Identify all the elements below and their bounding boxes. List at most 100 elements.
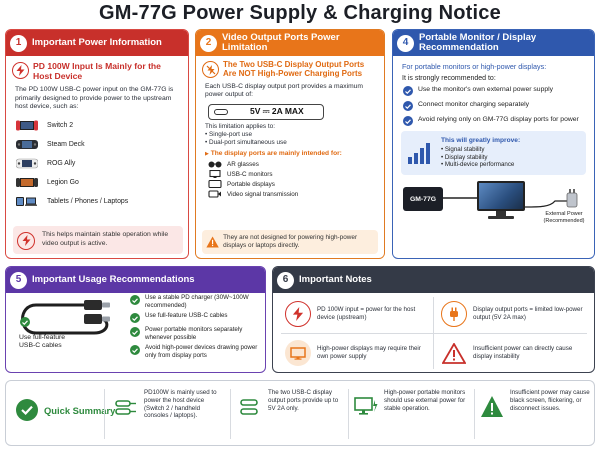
steam-deck-icon: [16, 139, 38, 149]
check-icon: [130, 295, 140, 305]
list-item: • Dual-port simultaneous use: [205, 139, 287, 147]
power-rating-badge: 5V ⎓ 2A MAX: [208, 103, 324, 120]
recommendation-lead: For portable monitors or high-power disp…: [402, 62, 547, 71]
gm77g-device: GM-77G: [403, 187, 443, 211]
warning-icon: [481, 396, 503, 417]
list-item: • Single-port use: [205, 130, 252, 138]
device-label: Tablets / Phones / Laptops: [47, 197, 129, 205]
plug-icon: [441, 301, 467, 327]
summary-title: Quick Summary: [44, 404, 116, 416]
panel-heading: Important Notes: [299, 274, 372, 285]
divider: [230, 389, 231, 439]
list-item: Connect monitor charging separately: [403, 101, 594, 111]
signal-bars-icon: [408, 143, 430, 164]
list-item: Switch 2: [16, 116, 188, 135]
power-alert: PD 100W Input Is Mainly for the Host Dev…: [12, 61, 182, 81]
rog-ally-icon: [16, 158, 38, 169]
note-item: Insufficient power can directly cause di…: [441, 337, 591, 369]
panel-header: 5 Important Usage Recommendations: [6, 267, 265, 293]
port-description: Each USB-C display output port provides …: [205, 82, 363, 99]
switch-console-icon: [16, 120, 38, 131]
connection-diagram: GM-77G External Power (Recommended): [399, 181, 594, 231]
divider: [348, 389, 349, 439]
check-icon: [130, 313, 140, 324]
list-item: Use full-feature USB-C cables: [130, 312, 264, 324]
power-bolt-icon: [285, 301, 311, 327]
video-signal-icon: [208, 190, 221, 198]
note-text: This helps maintain stable operation whi…: [42, 231, 169, 247]
device-label: ROG Ally: [47, 159, 76, 167]
bolt-icon: [12, 62, 29, 79]
panel-heading: Portable Monitor / Display Recommendatio…: [419, 32, 537, 53]
alert-text: PD 100W Input Is Mainly for the Host Dev…: [33, 61, 161, 81]
alert-text: The Two USB-C Display Output Ports Are N…: [223, 60, 365, 79]
panel-header: 1 Important Power Information: [6, 30, 188, 56]
panel-header: 6 Important Notes: [273, 267, 594, 293]
check-icon: [403, 116, 413, 126]
list-item: USB-C monitors: [208, 169, 384, 179]
usb-c-cable-icon: [21, 300, 110, 335]
improvement-title: This will greatly improve:: [441, 136, 521, 144]
caret-icon: ▶: [205, 151, 209, 158]
intended-label: ▶ The display ports are mainly intended …: [205, 150, 342, 158]
legion-go-icon: [16, 177, 38, 187]
list-item: Avoid high-power devices drawing power o…: [130, 344, 264, 359]
cable-caption: Use full-feature USB-C cables: [19, 316, 79, 351]
list-item: Tablets / Phones / Laptops: [16, 192, 188, 211]
check-icon: [16, 399, 38, 421]
info-note: This helps maintain stable operation whi…: [13, 226, 183, 254]
panel-number: 4: [397, 34, 414, 52]
list-item: ROG Ally: [16, 154, 188, 173]
list-item: Portable displays: [208, 179, 384, 189]
usb-c-monitor-icon: [209, 170, 221, 179]
list-item: Avoid relying only on GM-77G display por…: [403, 116, 594, 126]
note-item: Display output ports = limited low-power…: [441, 297, 591, 331]
panel-heading: Important Usage Recommendations: [32, 274, 195, 285]
divider: [281, 333, 587, 334]
panel-number: 2: [200, 34, 217, 52]
external-power-label: External Power (Recommended): [543, 211, 585, 224]
panel-number: 5: [10, 271, 27, 289]
summary-item: High-power portable monitors should use …: [354, 389, 470, 419]
check-icon: [130, 345, 140, 356]
usb-c-port-icon: [214, 108, 228, 115]
check-icon: [403, 101, 413, 111]
summary-item: PD100W is mainly used to power the host …: [114, 389, 226, 420]
panel-number: 1: [10, 34, 27, 52]
device-label: Switch 2: [47, 121, 74, 129]
cable-icon: [443, 197, 477, 199]
usage-list: Use a stable PD charger (30W~100W recomm…: [130, 294, 264, 363]
warning-icon: [206, 236, 219, 248]
check-icon: [20, 317, 30, 327]
monitor-power-icon: [354, 397, 378, 415]
panel-heading: Important Power Information: [32, 37, 162, 48]
usb-cable-icon: [115, 400, 136, 415]
list-item: Use the monitor's own external power sup…: [403, 86, 594, 96]
cable-illustration: [14, 297, 126, 367]
device-label: Legion Go: [47, 178, 79, 186]
panel-power-information: 1 Important Power Information PD 100W In…: [5, 29, 189, 259]
panel-heading: Video Output Ports Power Limitation: [222, 32, 340, 53]
bolt-icon: [17, 231, 35, 250]
list-item: Legion Go: [16, 173, 188, 192]
list-item: • Multi-device performance: [441, 161, 515, 169]
list-item: Power portable monitors separately whene…: [130, 326, 264, 341]
panel-important-notes: 6 Important Notes PD 100W input = power …: [272, 266, 595, 373]
applies-list: • Single-port use • Dual-port simultaneo…: [205, 131, 377, 147]
note-item: High-power displays may require their ow…: [285, 337, 431, 369]
quick-summary: Quick Summary PD100W is mainly used to p…: [5, 380, 595, 446]
no-power-icon: [202, 61, 219, 78]
list-item: • Signal stability: [441, 145, 485, 153]
use-list: AR glasses USB-C monitors Portable displ…: [208, 159, 384, 199]
recommendation-list: Use the monitor's own external power sup…: [403, 86, 594, 126]
panel-usage-recommendations: 5 Important Usage Recommendations Use fu…: [5, 266, 266, 373]
panel-number: 6: [277, 271, 294, 289]
summary-item: The two USB-C display output ports provi…: [238, 389, 346, 419]
power-rating: 5V ⎓ 2A MAX: [250, 106, 304, 117]
panel-video-output-limitation: 2 Video Output Ports Power Limitation Th…: [195, 29, 385, 259]
list-item: Video signal transmission: [208, 189, 384, 199]
warning-text: They are not designed for powering high-…: [223, 234, 358, 249]
list-item: AR glasses: [208, 159, 384, 169]
summary-header: Quick Summary: [16, 399, 115, 421]
page-title: GM-77G Power Supply & Charging Notice: [99, 2, 501, 24]
